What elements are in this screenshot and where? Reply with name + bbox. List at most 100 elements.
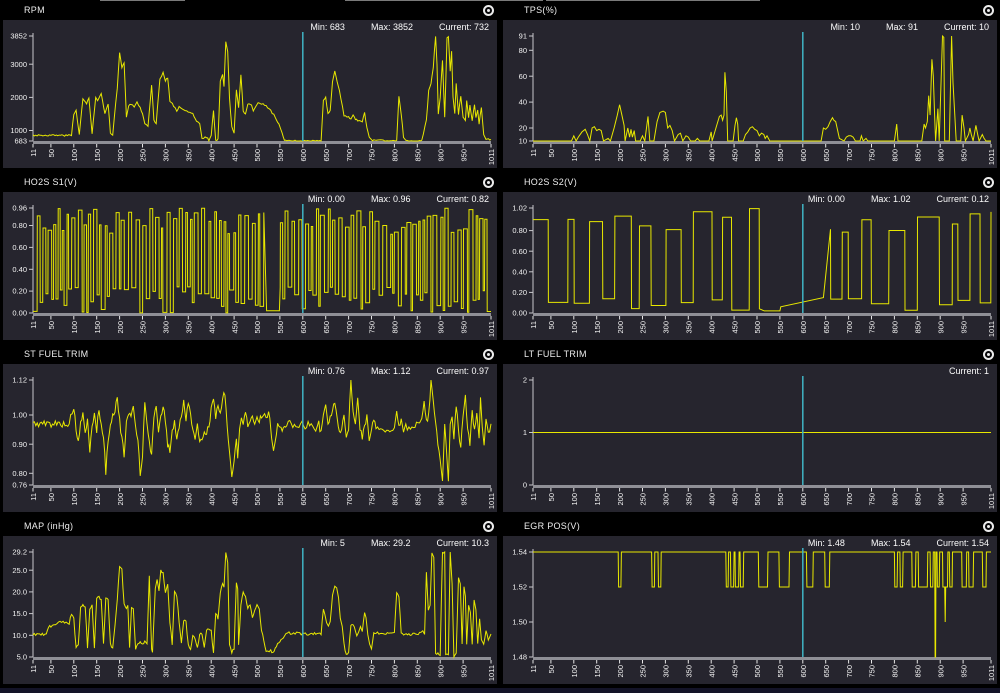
chart-panel-egr-pos: EGR POS(V) Min: 1.48 Max: 1.54 Current: … <box>500 516 1000 688</box>
svg-text:150: 150 <box>93 149 102 162</box>
panel-title: HO2S S2(V) <box>524 177 578 187</box>
record-icon[interactable] <box>483 348 494 360</box>
svg-text:400: 400 <box>707 493 716 506</box>
stat-current: Current: 0.97 <box>436 366 489 376</box>
line-chart[interactable]: 91 80 60 40 20 1011 50 100 150 200 250 300 350 400 450… <box>503 20 997 168</box>
record-icon[interactable] <box>983 520 994 532</box>
svg-text:550: 550 <box>776 321 785 334</box>
svg-text:700: 700 <box>345 321 354 334</box>
stats-row: Min: 0.00 Max: 0.96 Current: 0.82 <box>308 194 489 204</box>
panel-titlebar: LT FUEL TRIM <box>500 344 1000 364</box>
stat-current: Current: 0.12 <box>936 194 989 204</box>
svg-text:11: 11 <box>29 493 38 501</box>
chart-plot[interactable]: Min: 683 Max: 3852 Current: 732 3852 3000… <box>3 20 497 168</box>
svg-text:550: 550 <box>776 149 785 162</box>
record-icon[interactable] <box>483 520 494 532</box>
panel-title: EGR POS(V) <box>524 521 581 531</box>
stat-current: Current: 0.82 <box>436 194 489 204</box>
panel-titlebar: EGR POS(V) <box>500 516 1000 536</box>
svg-text:300: 300 <box>662 665 671 678</box>
svg-text:250: 250 <box>639 665 648 678</box>
svg-text:100: 100 <box>570 149 579 162</box>
chart-plot[interactable]: Min: 10 Max: 91 Current: 10 91 80 60 40 20 10… <box>503 20 997 168</box>
svg-text:950: 950 <box>459 665 468 678</box>
svg-text:650: 650 <box>822 493 831 506</box>
svg-text:450: 450 <box>730 149 739 162</box>
svg-text:600: 600 <box>299 493 308 506</box>
svg-text:500: 500 <box>753 493 762 506</box>
svg-text:150: 150 <box>93 321 102 334</box>
svg-text:150: 150 <box>593 321 602 334</box>
record-icon[interactable] <box>983 348 994 360</box>
svg-text:100: 100 <box>570 665 579 678</box>
chart-plot[interactable]: Current: 1 2 1 0 11 50 100 150 200 250 300 350 400 4… <box>503 364 997 512</box>
svg-text:400: 400 <box>707 665 716 678</box>
svg-text:950: 950 <box>459 321 468 334</box>
record-icon[interactable] <box>483 4 494 16</box>
svg-text:900: 900 <box>436 149 445 162</box>
svg-text:950: 950 <box>959 321 968 334</box>
panel-title: LT FUEL TRIM <box>524 349 587 359</box>
chart-plot[interactable]: Min: 5 Max: 29.2 Current: 10.3 29.2 25.0 2… <box>3 536 497 684</box>
svg-text:1011: 1011 <box>487 321 496 337</box>
svg-text:300: 300 <box>662 493 671 506</box>
svg-text:350: 350 <box>185 493 194 506</box>
svg-text:950: 950 <box>459 149 468 162</box>
svg-text:650: 650 <box>322 493 331 506</box>
svg-text:700: 700 <box>345 149 354 162</box>
record-icon[interactable] <box>483 176 494 188</box>
svg-text:1011: 1011 <box>487 149 496 165</box>
svg-text:900: 900 <box>436 665 445 678</box>
line-chart[interactable]: 29.2 25.0 20.0 15.0 10.0 5.011 50 100 150 200 250 3… <box>3 536 497 684</box>
chart-plot[interactable]: Min: 0.00 Max: 1.02 Current: 0.12 1.02 0.… <box>503 192 997 340</box>
stat-current: Current: 1.54 <box>936 538 989 548</box>
svg-text:900: 900 <box>936 149 945 162</box>
svg-text:550: 550 <box>276 665 285 678</box>
svg-text:750: 750 <box>868 493 877 506</box>
svg-text:0.40: 0.40 <box>512 267 527 276</box>
svg-text:800: 800 <box>891 149 900 162</box>
svg-text:600: 600 <box>299 321 308 334</box>
svg-text:0.96: 0.96 <box>12 204 27 213</box>
svg-text:900: 900 <box>436 493 445 506</box>
svg-text:20.0: 20.0 <box>12 588 27 597</box>
svg-text:3000: 3000 <box>10 60 27 69</box>
stat-current: Current: 732 <box>438 22 489 32</box>
chart-plot[interactable]: Min: 0.76 Max: 1.12 Current: 0.97 1.12 1.… <box>3 364 497 512</box>
svg-text:600: 600 <box>299 149 308 162</box>
svg-text:850: 850 <box>414 149 423 162</box>
panel-title: TPS(%) <box>524 5 558 15</box>
svg-text:650: 650 <box>822 321 831 334</box>
svg-text:200: 200 <box>616 321 625 334</box>
svg-text:50: 50 <box>547 321 556 329</box>
chart-plot[interactable]: Min: 1.48 Max: 1.54 Current: 1.54 1.54 1.… <box>503 536 997 684</box>
svg-text:1011: 1011 <box>987 149 996 165</box>
svg-text:450: 450 <box>230 149 239 162</box>
svg-text:800: 800 <box>891 493 900 506</box>
svg-text:5.0: 5.0 <box>17 653 27 662</box>
svg-text:100: 100 <box>70 321 79 334</box>
svg-text:450: 450 <box>230 665 239 678</box>
svg-text:100: 100 <box>570 321 579 334</box>
svg-text:700: 700 <box>845 321 854 334</box>
svg-text:150: 150 <box>593 149 602 162</box>
svg-text:350: 350 <box>685 321 694 334</box>
chart-plot[interactable]: Min: 0.00 Max: 0.96 Current: 0.82 0.96 0.… <box>3 192 497 340</box>
svg-text:950: 950 <box>959 493 968 506</box>
svg-text:900: 900 <box>436 321 445 334</box>
record-icon[interactable] <box>983 4 994 16</box>
svg-text:650: 650 <box>322 665 331 678</box>
svg-text:250: 250 <box>139 149 148 162</box>
svg-text:0.80: 0.80 <box>12 221 27 230</box>
svg-text:2000: 2000 <box>10 93 27 102</box>
svg-text:750: 750 <box>868 665 877 678</box>
record-icon[interactable] <box>983 176 994 188</box>
svg-text:650: 650 <box>822 149 831 162</box>
